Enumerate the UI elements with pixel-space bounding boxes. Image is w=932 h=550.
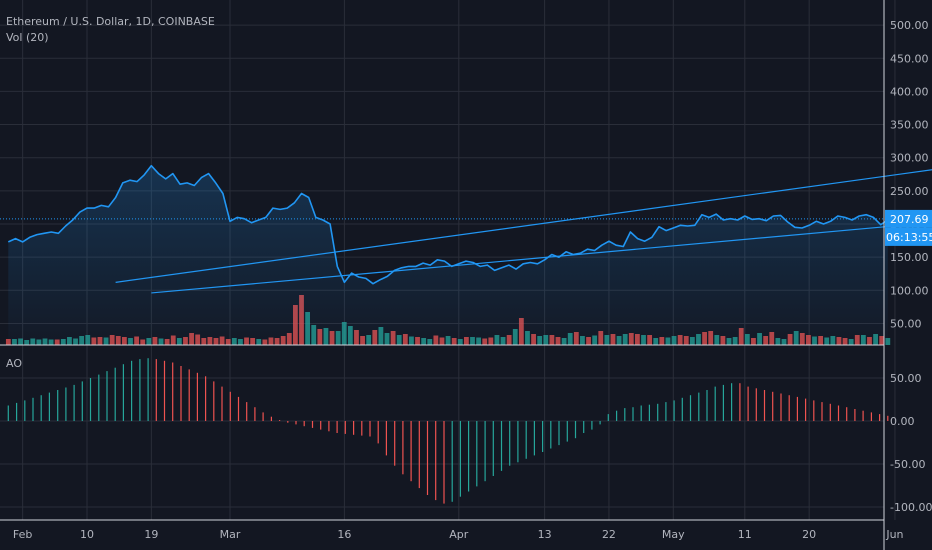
price-pane bbox=[0, 164, 932, 345]
last-price-badge bbox=[885, 209, 932, 228]
trendline-1 bbox=[151, 221, 932, 294]
time-tick-label: 19 bbox=[144, 528, 158, 541]
time-tick-label: 13 bbox=[538, 528, 552, 541]
ao-tick-label: 0.00 bbox=[890, 415, 915, 428]
ao-histogram bbox=[7, 358, 889, 504]
ao-tick-label: -100.00 bbox=[890, 501, 932, 514]
time-tick-label: Jun bbox=[885, 528, 903, 541]
countdown-badge-text: 06:13:55 bbox=[886, 231, 932, 244]
time-tick-label: Mar bbox=[220, 528, 241, 541]
symbol-title[interactable]: Ethereum / U.S. Dollar, 1D, COINBASE bbox=[6, 15, 215, 28]
volume-bar bbox=[885, 338, 891, 345]
time-tick-label: 22 bbox=[602, 528, 616, 541]
price-line bbox=[7, 164, 889, 285]
time-tick-label: Apr bbox=[449, 528, 469, 541]
time-tick-label: 10 bbox=[80, 528, 94, 541]
price-tick-label: 150.00 bbox=[890, 251, 929, 264]
price-tick-label: 450.00 bbox=[890, 52, 929, 65]
ao-tick-label: -50.00 bbox=[890, 458, 925, 471]
volume-indicator-label[interactable]: Vol (20) bbox=[6, 31, 49, 44]
time-tick-label: 20 bbox=[802, 528, 816, 541]
price-area bbox=[8, 165, 888, 345]
price-tick-label: 350.00 bbox=[890, 119, 929, 132]
time-tick-label: Feb bbox=[13, 528, 32, 541]
trendline-0 bbox=[115, 169, 932, 283]
ao-indicator-label[interactable]: AO bbox=[6, 357, 22, 370]
time-tick-label: May bbox=[662, 528, 685, 541]
price-tick-label: 500.00 bbox=[890, 19, 929, 32]
time-tick-label: 11 bbox=[738, 528, 752, 541]
time-tick-label: 16 bbox=[337, 528, 351, 541]
price-tick-label: 100.00 bbox=[890, 284, 929, 297]
price-tick-label: 400.00 bbox=[890, 85, 929, 98]
price-tick-label: 250.00 bbox=[890, 185, 929, 198]
price-tick-label: 300.00 bbox=[890, 152, 929, 165]
ao-tick-label: 50.00 bbox=[890, 372, 922, 385]
price-tick-label: 50.00 bbox=[890, 317, 922, 330]
countdown-badge bbox=[885, 227, 932, 246]
last-price-badge-text: 207.69 bbox=[890, 213, 929, 226]
